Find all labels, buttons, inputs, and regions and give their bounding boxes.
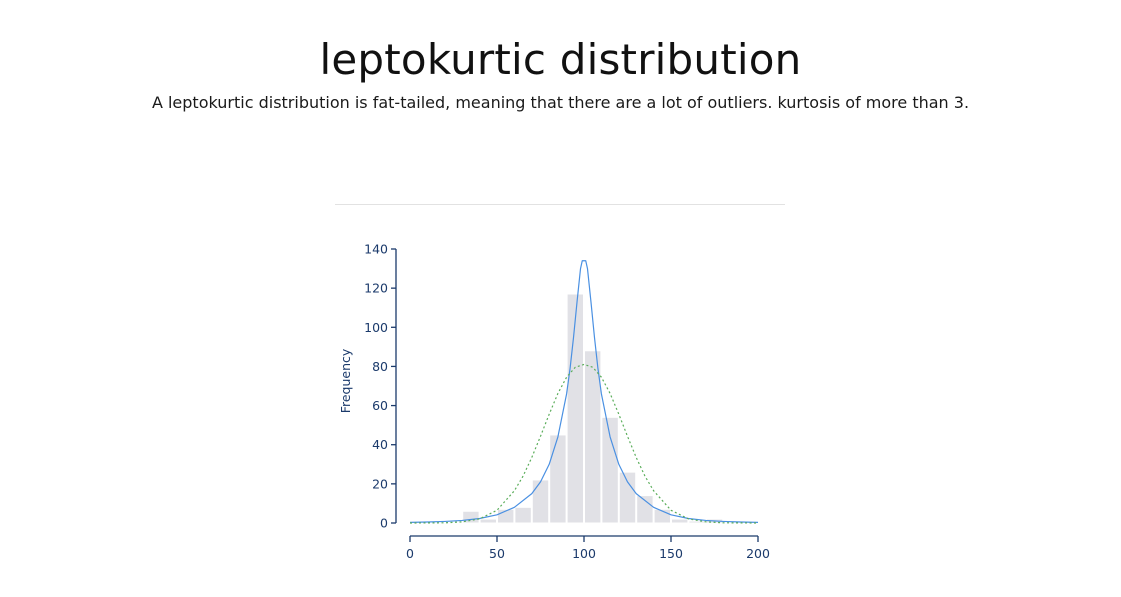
histogram-bar bbox=[601, 416, 619, 524]
y-tick-label: 40 bbox=[372, 437, 388, 452]
x-axis: 0 50 100 150 200 bbox=[406, 535, 770, 561]
x-tick-label: 0 bbox=[406, 546, 414, 561]
page-title: leptokurtic distribution bbox=[319, 35, 802, 84]
normal-curve-line bbox=[409, 363, 759, 524]
y-axis-title: Frequency bbox=[338, 348, 353, 413]
histogram-bar bbox=[549, 434, 567, 524]
histogram-bar bbox=[462, 510, 480, 524]
curves-layer bbox=[409, 260, 759, 524]
histogram-bar bbox=[566, 293, 584, 524]
bars-layer bbox=[462, 293, 724, 524]
x-tick-label: 100 bbox=[572, 546, 596, 561]
x-tick-label: 50 bbox=[489, 546, 505, 561]
histogram-bar bbox=[584, 350, 602, 524]
x-tick-label: 150 bbox=[659, 546, 683, 561]
y-tick-label: 60 bbox=[372, 398, 388, 413]
histogram-bar bbox=[514, 506, 532, 524]
histogram-bar bbox=[479, 518, 498, 524]
section-divider bbox=[335, 204, 785, 205]
histogram-bar bbox=[636, 495, 654, 524]
y-tick-label: 100 bbox=[364, 320, 388, 335]
x-tick-label: 200 bbox=[746, 546, 770, 561]
y-tick-label: 0 bbox=[380, 516, 388, 531]
y-tick-label: 140 bbox=[364, 242, 388, 257]
y-tick-label: 80 bbox=[372, 359, 388, 374]
y-tick-label: 20 bbox=[372, 476, 388, 491]
histogram-bar bbox=[671, 518, 689, 524]
fit-curve-line bbox=[409, 260, 759, 524]
y-tick-label: 120 bbox=[364, 281, 388, 296]
histogram-bar bbox=[688, 520, 706, 524]
y-axis: 0 20 40 60 80 100 120 140 bbox=[364, 242, 397, 531]
page-subtitle: A leptokurtic distribution is fat-tailed… bbox=[151, 93, 970, 112]
histogram-bar bbox=[531, 479, 550, 524]
histogram-bar bbox=[618, 471, 637, 524]
